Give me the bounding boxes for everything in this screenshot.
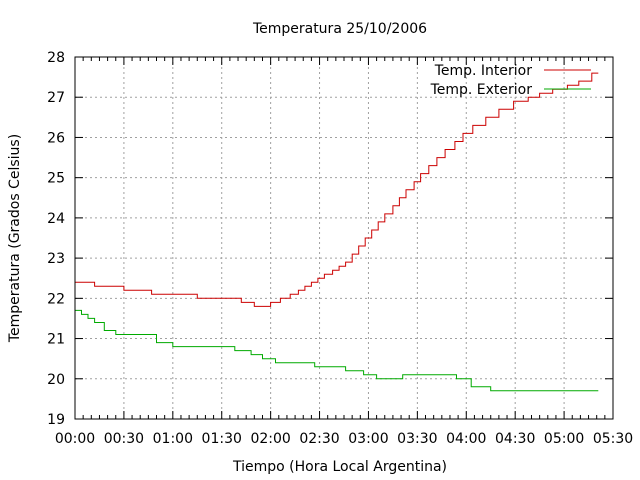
x-tick-label: 02:30 xyxy=(299,431,339,447)
x-tick-label: 04:30 xyxy=(495,431,535,447)
x-tick-label: 02:00 xyxy=(250,431,290,447)
x-tick-label: 00:00 xyxy=(55,431,95,447)
y-axis-title: Temperatura (Grados Celsius) xyxy=(7,134,23,343)
series-line-0 xyxy=(75,72,599,307)
y-tick-label: 26 xyxy=(47,130,65,146)
x-tick-label: 05:00 xyxy=(544,431,584,447)
x-tick-label: 01:00 xyxy=(153,431,193,447)
y-tick-labels: 19 20 21 22 23 24 25 26 27 28 xyxy=(47,50,65,428)
y-tick-label: 21 xyxy=(47,332,65,348)
y-tick-label: 20 xyxy=(47,372,65,388)
chart-title: Temperatura 25/10/2006 xyxy=(252,21,427,37)
legend-label: Temp. Interior xyxy=(434,63,533,79)
legend-label: Temp. Exterior xyxy=(430,82,533,98)
y-tick-label: 19 xyxy=(47,412,65,428)
x-tick-label: 03:00 xyxy=(348,431,388,447)
x-axis-title: Tiempo (Hora Local Argentina) xyxy=(232,459,447,475)
x-tick-label: 01:30 xyxy=(202,431,242,447)
x-tick-label: 00:30 xyxy=(104,431,144,447)
x-tick-label: 04:00 xyxy=(446,431,486,447)
axis-ticks xyxy=(74,56,614,420)
y-tick-label: 24 xyxy=(47,211,65,227)
series-line-1 xyxy=(75,309,599,392)
y-tick-label: 28 xyxy=(47,50,65,66)
y-tick-label: 25 xyxy=(47,171,65,187)
y-tick-label: 27 xyxy=(47,90,65,106)
series-lines xyxy=(75,72,599,392)
y-tick-label: 22 xyxy=(47,291,65,307)
plot-frame xyxy=(74,56,614,420)
y-tick-label: 23 xyxy=(47,251,65,267)
legend: Temp. Interior Temp. Exterior xyxy=(430,63,591,98)
x-tick-label: 03:30 xyxy=(397,431,437,447)
x-tick-labels: 00:00 00:30 01:00 01:30 02:00 02:30 03:00 03:30… xyxy=(55,431,633,447)
grid-lines xyxy=(75,57,613,419)
x-tick-label: 05:30 xyxy=(593,431,633,447)
